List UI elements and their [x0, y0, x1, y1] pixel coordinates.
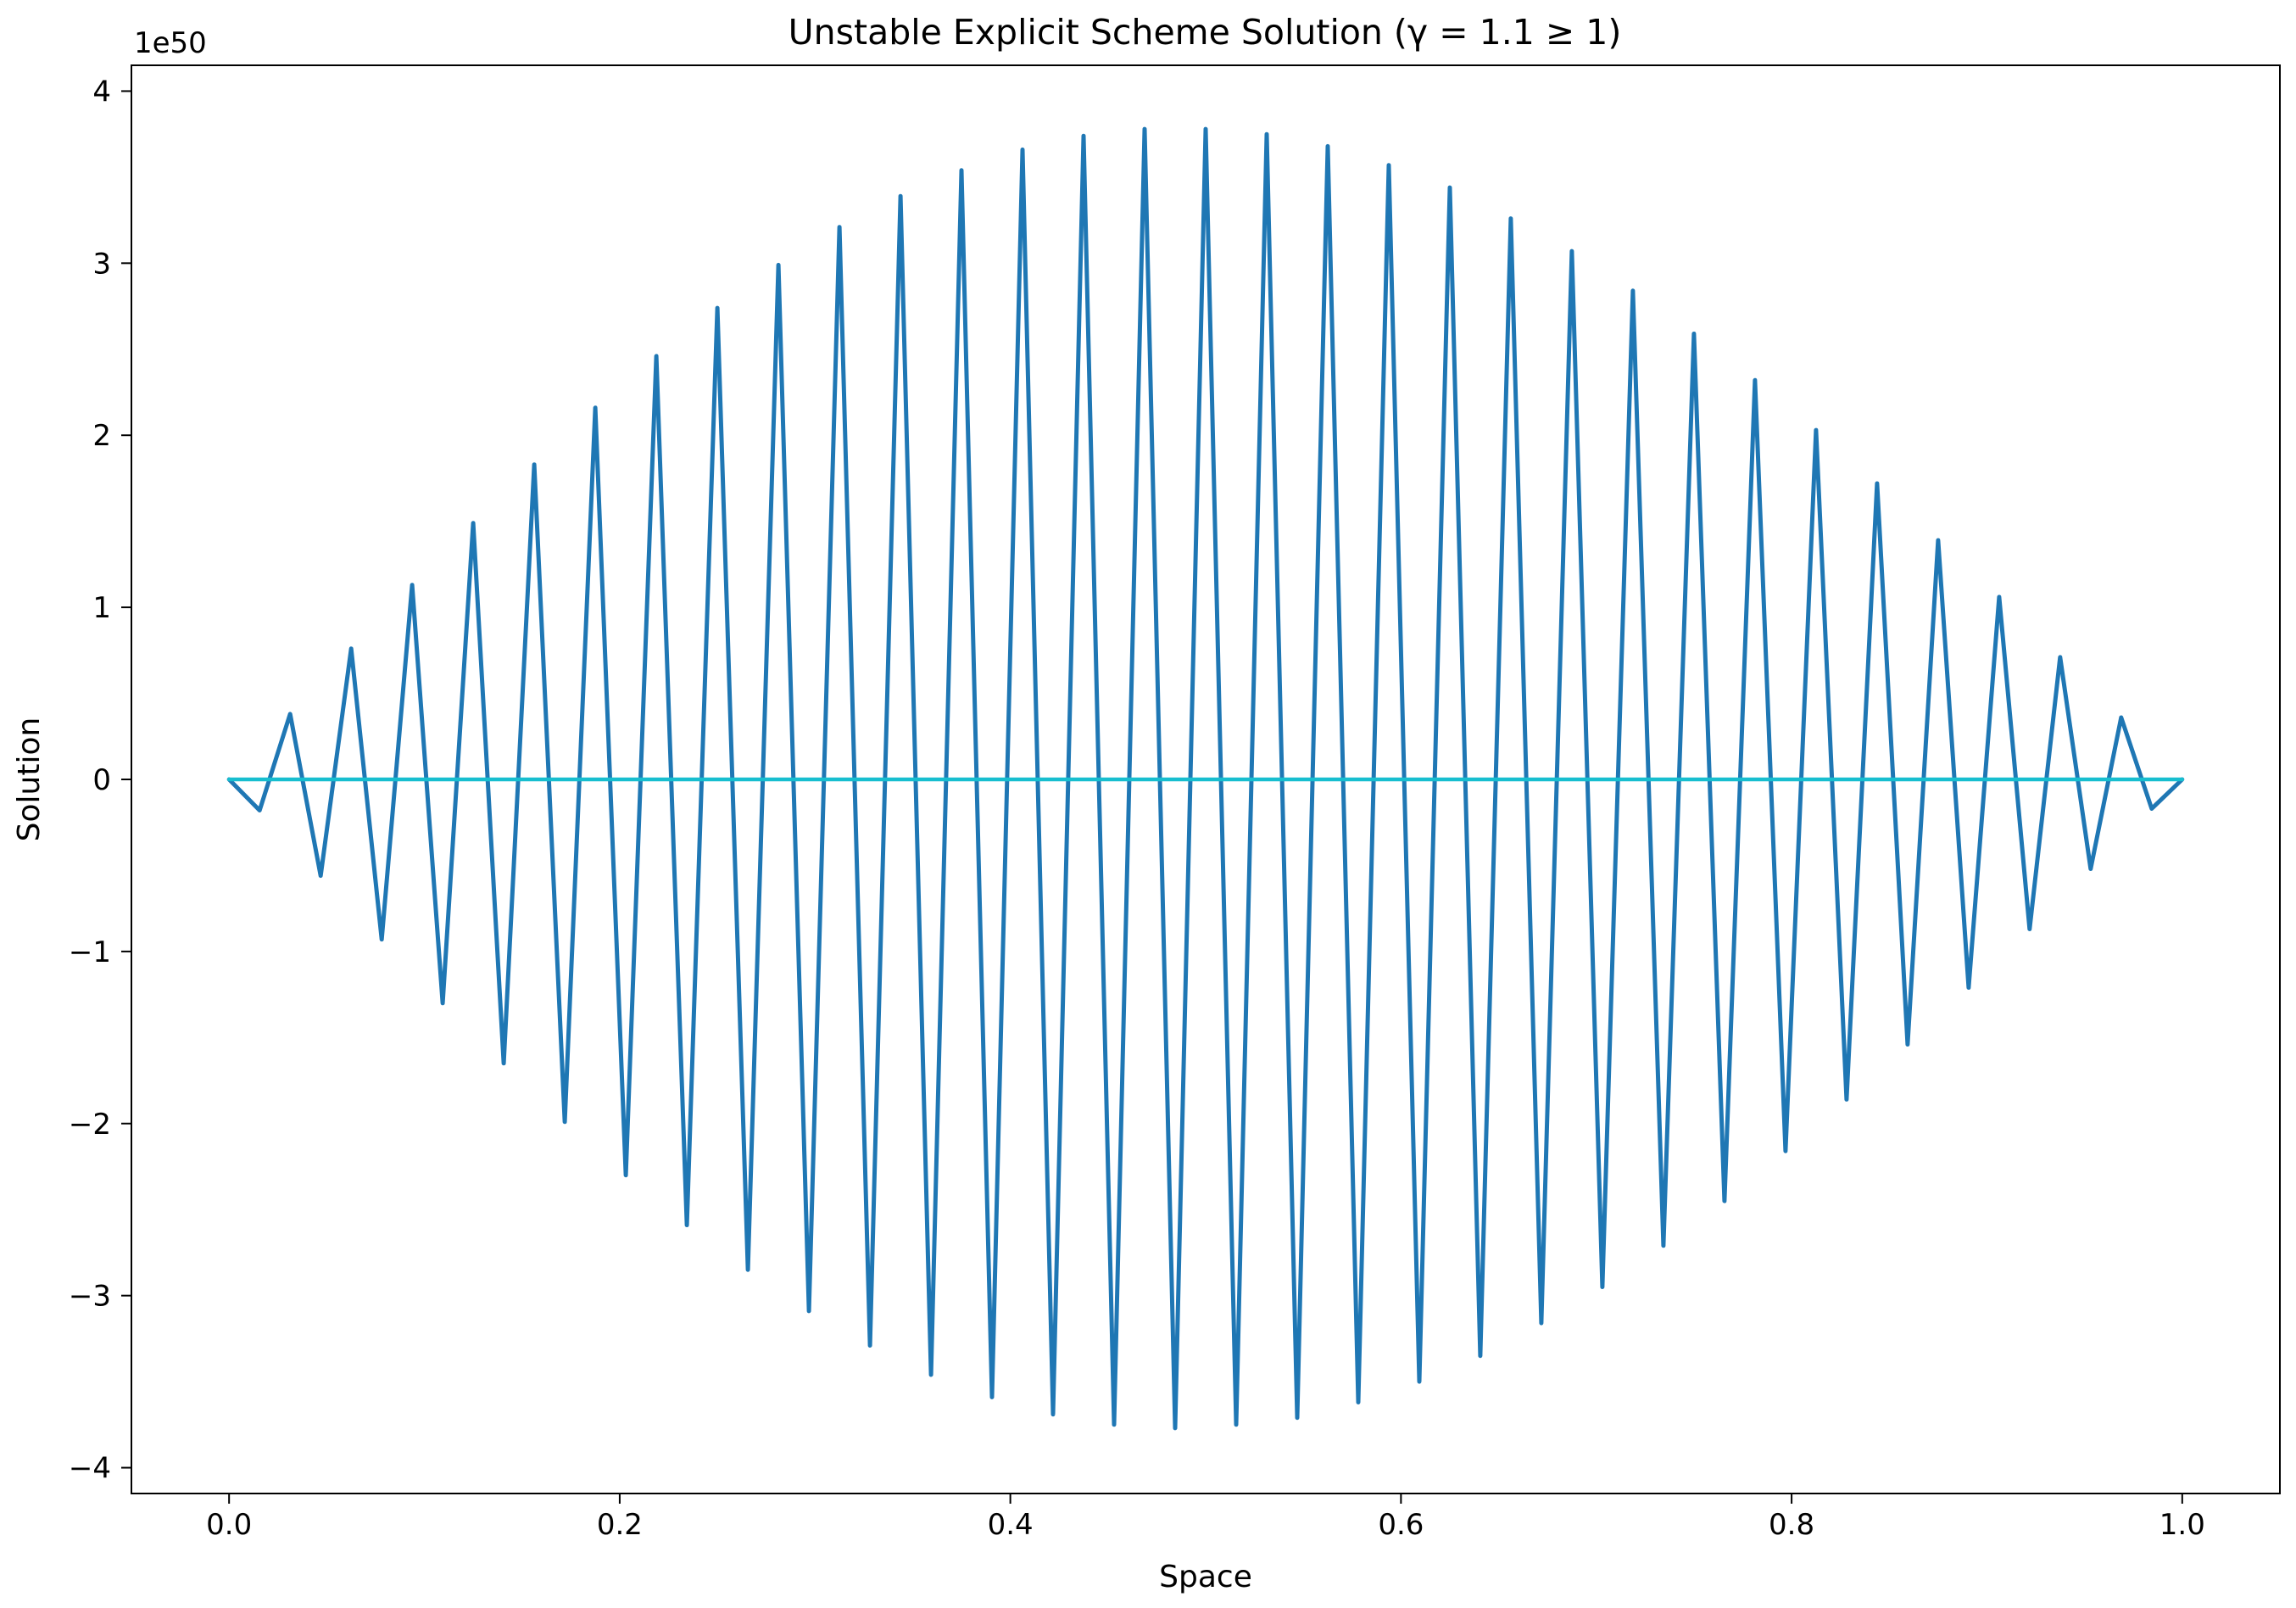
y-tick-label: −4 — [69, 1452, 111, 1486]
y-tick-label: −1 — [69, 935, 111, 969]
x-tick-label: 0.8 — [1769, 1508, 1814, 1542]
y-tick-label: −3 — [69, 1280, 111, 1314]
series-layer — [226, 126, 2185, 1431]
y-tick-label: 1 — [92, 591, 111, 625]
y-tick-label: 2 — [92, 419, 111, 453]
chart-title: Unstable Explicit Scheme Solution (γ = 1… — [789, 12, 1622, 53]
x-tick-label: 0.6 — [1378, 1508, 1424, 1542]
y-axis-label: Solution — [12, 717, 47, 842]
x-axis-label: Space — [1159, 1560, 1252, 1594]
y-offset-label: 1e50 — [134, 26, 207, 60]
y-tick-label: −2 — [69, 1108, 111, 1142]
y-tick-label: 3 — [92, 247, 111, 281]
series-line-1 — [226, 126, 2185, 1431]
x-tick-label: 1.0 — [2159, 1508, 2205, 1542]
y-tick-label: 4 — [92, 75, 111, 109]
x-axis: 0.0 0.2 0.4 0.6 0.8 1.0 — [206, 1494, 2205, 1542]
x-tick-label: 0.0 — [206, 1508, 252, 1542]
x-tick-label: 0.2 — [597, 1508, 643, 1542]
x-tick-label: 0.4 — [988, 1508, 1034, 1542]
y-tick-label: 0 — [92, 763, 111, 797]
y-axis: −4 −3 −2 −1 0 1 2 3 4 — [69, 75, 131, 1486]
